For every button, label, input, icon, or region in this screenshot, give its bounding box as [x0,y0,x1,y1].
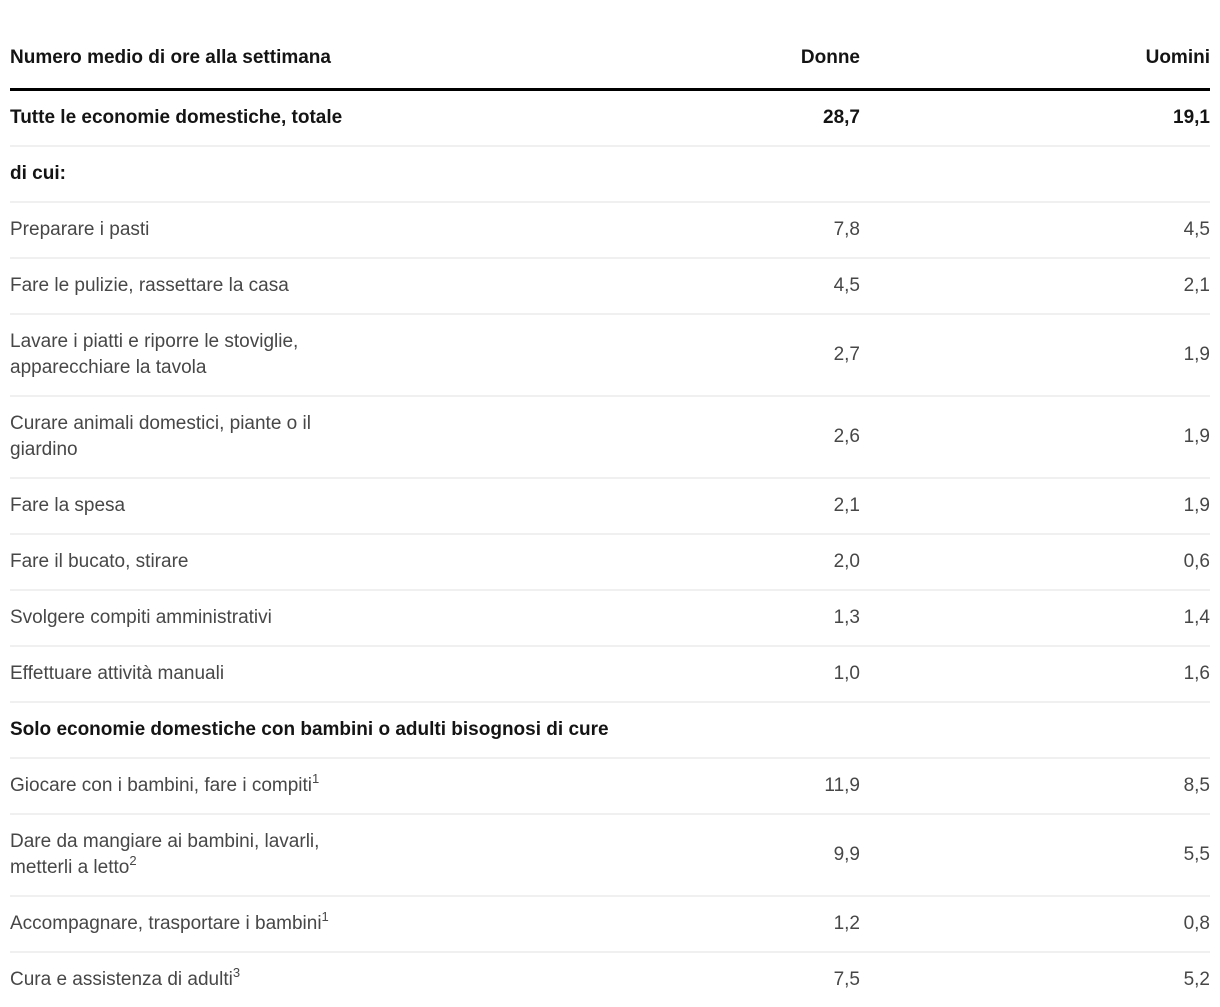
uomini-value: 1,9 [1183,344,1210,365]
table-row: Giocare con i bambini, fare i compiti1 1… [10,759,1210,815]
table-row: Fare le pulizie, rassettare la casa 4,5 … [10,259,1210,315]
table-row: Curare animali domestici, piante o il gi… [10,397,1210,479]
uomini-value: 0,8 [1183,913,1210,934]
row-label: Fare il bucato, stirare [10,551,189,572]
row-label-text: Accompagnare, trasportare i bambini [10,913,322,934]
row-label: di cui: [10,163,66,184]
table-row: Lavare i piatti e riporre le stoviglie, … [10,315,1210,397]
footnote-marker: 3 [232,964,241,980]
row-label: Lavare i piatti e riporre le stoviglie, … [10,331,299,378]
donne-value: 1,0 [833,663,860,684]
row-label: Fare la spesa [10,495,126,516]
row-label: Tutte le economie domestiche, totale [10,107,343,128]
uomini-value: 1,9 [1183,495,1210,516]
row-label: Cura e assistenza di adulti3 [10,964,610,993]
uomini-value: 19,1 [1173,107,1210,128]
donne-value: 1,2 [833,913,860,934]
row-label: Svolgere compiti amministrativi [10,607,272,628]
donne-value: 7,8 [833,219,860,240]
donne-value: 11,9 [824,775,860,796]
row-label: Giocare con i bambini, fare i compiti1 [10,770,610,799]
uomini-value: 1,6 [1183,663,1210,684]
donne-value: 2,0 [833,551,860,572]
header-label-column: Numero medio di ore alla settimana [10,47,331,68]
row-label: Effettuare attività manuali [10,663,225,684]
donne-value: 28,7 [823,107,860,128]
donne-value: 2,7 [833,344,860,365]
uomini-value: 2,1 [1183,275,1210,296]
header-column-donne: Donne [800,47,860,68]
uomini-value: 1,4 [1183,607,1210,628]
table-row: Svolgere compiti amministrativi 1,3 1,4 [10,591,1210,647]
table-row-di-cui: di cui: [10,147,1210,203]
header-column-uomini: Uomini [1145,47,1210,68]
donne-value: 2,1 [833,495,860,516]
statistics-table: Numero medio di ore alla settimana Donne… [10,0,1210,1007]
donne-value: 9,9 [833,844,860,865]
table-row: Fare il bucato, stirare 2,0 0,6 [10,535,1210,591]
uomini-value: 0,6 [1183,551,1210,572]
uomini-value: 8,5 [1183,775,1210,796]
row-label-text: Dare da mangiare ai bambini, lavarli, me… [10,831,320,878]
donne-value: 1,3 [833,607,860,628]
footnote-marker: 1 [312,770,320,786]
table-row-total: Tutte le economie domestiche, totale 28,… [10,91,1210,147]
row-label: Accompagnare, trasportare i bambini1 [10,908,610,937]
row-label: Fare le pulizie, rassettare la casa [10,275,289,296]
row-label: Preparare i pasti [10,219,150,240]
row-label-text: Cura e assistenza di adulti [10,969,233,990]
footnote-marker: 2 [129,852,137,868]
section-header-row: Solo economie domestiche con bambini o a… [10,703,1210,759]
row-label: Curare animali domestici, piante o il gi… [10,413,311,460]
donne-value: 4,5 [833,275,860,296]
row-label: Dare da mangiare ai bambini, lavarli, me… [10,829,610,881]
uomini-value: 1,9 [1183,426,1210,447]
table-header-row: Numero medio di ore alla settimana Donne… [10,46,1210,91]
row-label-text: Giocare con i bambini, fare i compiti [10,775,313,796]
table-row: Preparare i pasti 7,8 4,5 [10,203,1210,259]
uomini-value: 5,2 [1183,969,1210,990]
section-header-label: Solo economie domestiche con bambini o a… [10,719,609,740]
table-row: Fare la spesa 2,1 1,9 [10,479,1210,535]
uomini-value: 5,5 [1183,844,1210,865]
table-row: Dare da mangiare ai bambini, lavarli, me… [10,815,1210,897]
donne-value: 7,5 [833,969,860,990]
donne-value: 2,6 [833,426,860,447]
table-row: Accompagnare, trasportare i bambini1 1,2… [10,897,1210,953]
footnote-marker: 1 [321,908,329,924]
table-row: Cura e assistenza di adulti3 7,5 5,2 [10,953,1210,1007]
uomini-value: 4,5 [1183,219,1210,240]
table-row: Effettuare attività manuali 1,0 1,6 [10,647,1210,703]
